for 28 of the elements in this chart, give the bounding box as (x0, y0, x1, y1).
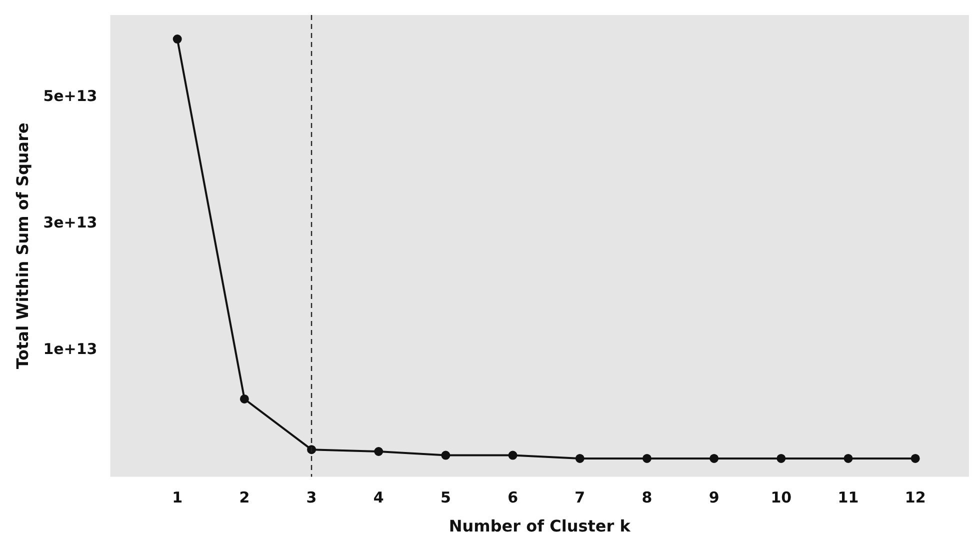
point (172, 34, 182, 44)
point (642, 454, 652, 463)
point (374, 446, 384, 456)
y-tick-label: 1e+13 (43, 340, 98, 358)
x-tick-label: 4 (373, 488, 384, 507)
point (910, 454, 920, 463)
point (441, 450, 450, 460)
x-tick-label: 10 (770, 488, 792, 507)
x-tick-label: 5 (440, 488, 451, 507)
x-tick-label: 1 (172, 488, 183, 507)
x-tick-label: 2 (239, 488, 250, 507)
x-axis-title: Number of Cluster k (448, 516, 631, 536)
x-tick-label: 11 (838, 488, 859, 507)
point (240, 394, 249, 404)
point (508, 450, 518, 460)
x-tick-label: 12 (904, 488, 926, 507)
point (776, 454, 786, 463)
y-axis-title: Total Within Sum of Square (12, 122, 32, 370)
point (710, 454, 719, 463)
x-tick-label: 9 (708, 488, 720, 507)
y-tick-label: 5e+13 (43, 87, 98, 106)
point (575, 454, 584, 463)
x-tick-label: 6 (508, 488, 518, 507)
x-tick-label: 3 (306, 488, 317, 507)
x-tick-label: 8 (642, 488, 652, 507)
y-tick-label: 3e+13 (43, 214, 98, 232)
x-tick-label: 7 (574, 488, 586, 507)
point (844, 454, 853, 463)
